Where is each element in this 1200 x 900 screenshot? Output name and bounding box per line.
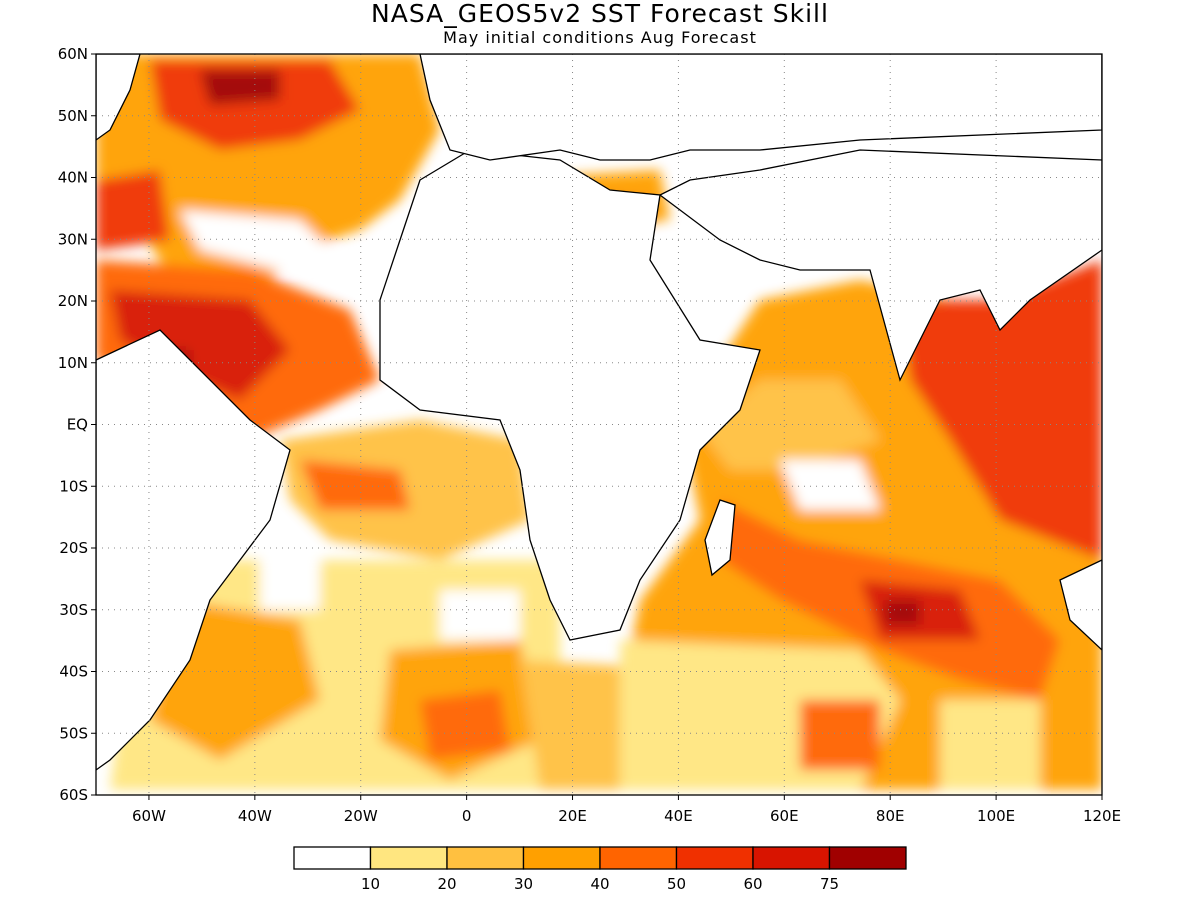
colorbar-label: 40: [590, 875, 609, 893]
lon-axis: 60W 40W 20W 0 20E 40E 60E 80E 100E 120E: [132, 795, 1121, 825]
lat-tick-label: 50S: [59, 724, 88, 742]
lat-tick-label: 50N: [58, 107, 88, 125]
colorbar-label: 10: [361, 875, 380, 893]
lat-tick-label: 30N: [58, 230, 88, 248]
lon-tick-label: 40W: [238, 807, 272, 825]
colorbar: 10 20 30 40 50 60 75: [293, 846, 907, 893]
colorbar-swatch: [828, 846, 907, 870]
colorbar-label: 75: [820, 875, 839, 893]
lat-tick-label: EQ: [67, 416, 88, 434]
continents: [96, 54, 1102, 771]
colorbar-label: 30: [514, 875, 533, 893]
colorbar-label: 50: [667, 875, 686, 893]
lon-tick-label: 60E: [770, 807, 799, 825]
lat-tick-label: 40N: [58, 169, 88, 187]
lon-tick-label: 0: [462, 807, 472, 825]
colorbar-swatch: [675, 846, 754, 870]
lat-tick-label: 20N: [58, 292, 88, 310]
lat-axis: 60N 50N 40N 30N 20N 10N EQ 10S 20S 30S 40S 50S 60S: [58, 45, 96, 804]
lon-tick-label: 120E: [1083, 807, 1121, 825]
lon-tick-label: 20E: [558, 807, 587, 825]
colorbar-swatch: [369, 846, 448, 870]
colorbar-swatch: [446, 846, 525, 870]
lon-tick-label: 60W: [132, 807, 166, 825]
colorbar-swatch: [293, 846, 372, 870]
map-subtitle: May initial conditions Aug Forecast: [443, 28, 757, 47]
colorbar-label: 60: [743, 875, 762, 893]
lon-tick-label: 80E: [876, 807, 905, 825]
map-title: NASA_GEOS5v2 SST Forecast Skill: [371, 0, 829, 28]
lat-tick-label: 20S: [59, 539, 88, 557]
lat-tick-label: 40S: [59, 663, 88, 681]
colorbar-label: 20: [437, 875, 456, 893]
lon-tick-label: 40E: [664, 807, 693, 825]
lat-tick-label: 60S: [59, 786, 88, 804]
lat-tick-label: 10N: [58, 354, 88, 372]
lat-tick-label: 10S: [59, 477, 88, 495]
lat-tick-label: 60N: [58, 45, 88, 63]
lon-tick-label: 100E: [977, 807, 1015, 825]
colorbar-swatch: [522, 846, 601, 870]
lat-tick-label: 30S: [59, 601, 88, 619]
lon-tick-label: 20W: [344, 807, 378, 825]
colorbar-swatch: [752, 846, 831, 870]
colorbar-swatch: [599, 846, 678, 870]
